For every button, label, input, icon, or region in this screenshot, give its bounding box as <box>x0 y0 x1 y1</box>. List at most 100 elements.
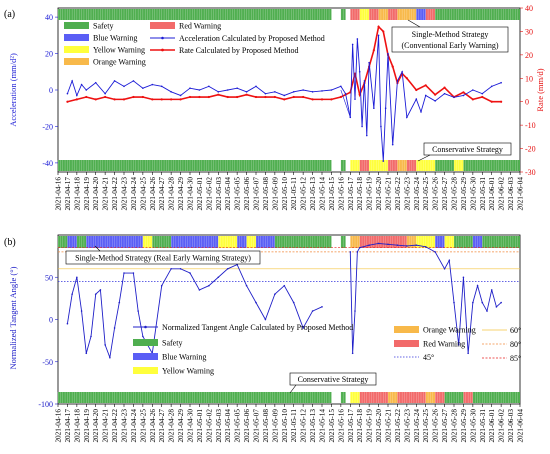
rate-point <box>382 30 385 33</box>
legend-label: Safety <box>162 339 182 348</box>
y-left-tick-label: -40 <box>42 159 53 168</box>
angle-point <box>245 284 248 287</box>
rate-point <box>207 95 210 99</box>
y-tick-label: -100 <box>38 400 53 409</box>
rate-point <box>236 95 239 99</box>
angle-point <box>99 289 102 291</box>
angle-point <box>255 301 257 304</box>
legend-swatch <box>64 34 89 41</box>
rate-point <box>490 100 493 103</box>
angle-point <box>170 268 172 270</box>
x-tick-label: 2021-06-01 <box>488 409 496 443</box>
rate-point <box>415 88 418 92</box>
acceleration-point <box>424 94 427 97</box>
acceleration-point <box>358 70 361 73</box>
annotation-box <box>289 372 377 386</box>
annotation-single-line1: Single-Method Strategy <box>412 30 489 39</box>
angle-point <box>142 335 144 338</box>
angle-point <box>472 301 474 304</box>
legend-label: Acceleration Calculated by Proposed Meth… <box>179 34 325 43</box>
acceleration-point <box>396 80 399 82</box>
annotation-pointer <box>417 154 431 162</box>
legend-swatch <box>64 22 89 29</box>
legend-swatch-marker <box>144 325 147 329</box>
y-right-tick-label: -30 <box>525 168 536 177</box>
rate-point <box>113 98 116 101</box>
rate-point <box>273 95 276 99</box>
legend-label: Blue Warning <box>162 353 206 362</box>
angle-point <box>467 352 469 355</box>
x-tick-label: 2021-04-16 <box>55 177 63 211</box>
x-tick-label: 2021-04-16 <box>55 409 63 443</box>
rate-point <box>66 100 69 103</box>
angle-point <box>123 272 125 274</box>
acceleration-point <box>382 160 385 162</box>
x-tick-label: 2021-05-05 <box>234 177 242 211</box>
x-tick-label: 2021-04-21 <box>102 409 110 443</box>
acceleration-point <box>264 92 267 95</box>
x-tick-label: 2021-04-24 <box>130 177 138 211</box>
acceleration-point <box>415 98 418 100</box>
x-tick-label: 2021-05-10 <box>281 177 289 211</box>
rate-point <box>75 98 78 101</box>
angle-series-line <box>349 242 502 354</box>
angle-point <box>481 301 484 304</box>
x-tick-label: 2021-05-01 <box>196 409 204 443</box>
x-tick-label: 2021-04-18 <box>73 177 81 211</box>
acceleration-point <box>94 81 97 84</box>
x-tick-label: 2021-05-07 <box>253 177 261 211</box>
acceleration-point <box>179 94 182 97</box>
acceleration-point <box>217 91 220 93</box>
x-tick-label: 2021-05-03 <box>215 177 223 211</box>
acceleration-point <box>401 70 403 73</box>
x-tick-label: 2021-04-23 <box>121 409 129 443</box>
x-tick-label: 2021-05-05 <box>234 409 242 443</box>
acceleration-point <box>453 96 455 99</box>
x-tick-label: 2021-05-19 <box>366 177 374 211</box>
x-tick-label: 2021-04-26 <box>149 177 157 211</box>
acceleration-point <box>481 92 484 95</box>
rate-point <box>405 77 408 80</box>
acceleration-point <box>142 87 144 89</box>
x-tick-label: 2021-05-04 <box>224 177 232 211</box>
angle-point <box>462 276 465 279</box>
acceleration-point <box>391 143 394 146</box>
x-tick-label: 2021-05-20 <box>375 409 383 443</box>
acceleration-point <box>151 83 154 86</box>
x-tick-label: 2021-05-24 <box>413 177 421 211</box>
x-tick-label: 2021-05-17 <box>347 177 355 211</box>
annotation-pointer <box>289 384 297 394</box>
x-tick-label: 2021-05-08 <box>262 409 270 443</box>
x-tick-label: 2021-05-23 <box>403 409 411 443</box>
x-tick-label: 2021-06-02 <box>498 177 506 211</box>
rate-point <box>424 84 427 87</box>
legend-swatch <box>133 367 158 374</box>
x-tick-label: 2021-04-29 <box>177 409 185 443</box>
acceleration-point <box>462 94 465 97</box>
angle-point <box>377 242 380 245</box>
angle-point <box>453 301 455 304</box>
angle-point <box>321 306 323 308</box>
angle-point <box>90 335 92 338</box>
x-tick-label: 2021-04-22 <box>111 177 119 211</box>
legend-label: Yellow Warning <box>93 46 145 55</box>
rate-point <box>372 49 375 52</box>
rate-point <box>132 95 135 99</box>
rate-point <box>500 100 503 103</box>
x-tick-label: 2021-05-27 <box>441 409 449 443</box>
x-tick-label: 2021-05-30 <box>469 409 477 443</box>
angle-point <box>387 243 389 246</box>
x-tick-label: 2021-04-19 <box>83 409 91 443</box>
rate-point <box>264 95 267 99</box>
x-tick-label: 2021-04-22 <box>111 409 119 443</box>
rate-point <box>188 95 192 99</box>
x-tick-label: 2021-04-17 <box>64 177 72 211</box>
legend-swatch-marker <box>161 36 164 40</box>
acceleration-point <box>80 83 83 86</box>
angle-point <box>109 356 111 359</box>
x-tick-label: 2021-05-26 <box>432 177 440 211</box>
legend-label: Red Warning <box>423 340 465 349</box>
rate-point <box>122 98 126 101</box>
rate-point <box>320 98 324 101</box>
acceleration-point <box>113 80 116 82</box>
